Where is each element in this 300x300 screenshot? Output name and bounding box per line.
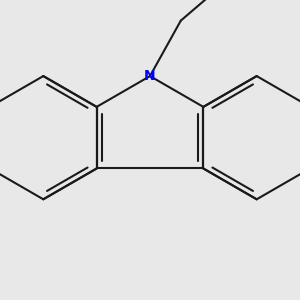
Text: N: N: [144, 69, 156, 83]
